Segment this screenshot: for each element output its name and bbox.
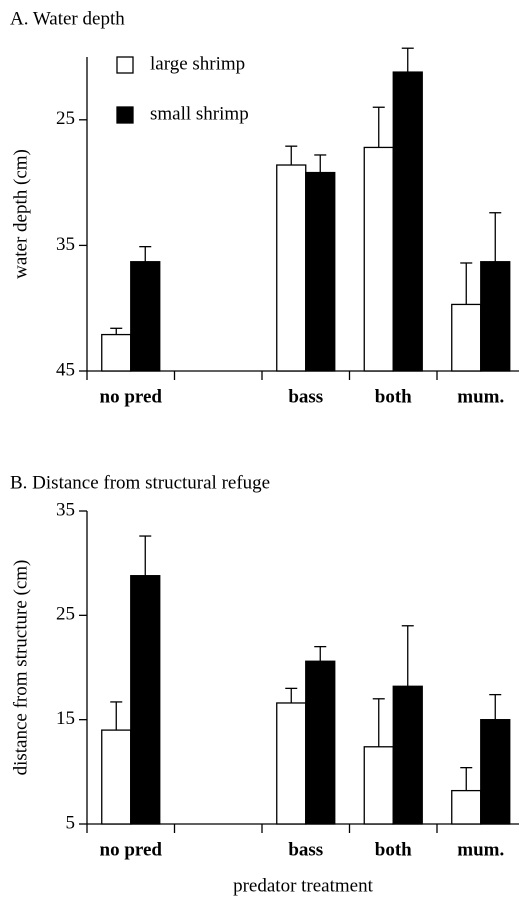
legend-label: large shrimp [150, 53, 245, 74]
y-axis-label: water depth (cm) [10, 149, 31, 279]
bar [276, 164, 307, 372]
panel-title: A. Water depth [10, 8, 125, 29]
bar [392, 71, 423, 372]
bar [101, 333, 132, 372]
bar [480, 261, 511, 372]
bar [305, 171, 336, 372]
x-tick-label: mum. [457, 386, 504, 407]
y-tick-label: 35 [56, 234, 75, 255]
x-tick-label: both [375, 839, 412, 860]
bar [276, 702, 307, 825]
y-tick-label: 15 [56, 708, 75, 729]
y-tick-label: 25 [56, 108, 75, 129]
x-tick-label: bass [288, 839, 323, 860]
x-tick-label: bass [288, 386, 323, 407]
bar [392, 685, 423, 825]
bar [130, 575, 161, 825]
bar [305, 660, 336, 825]
bar [363, 746, 394, 825]
bar [101, 729, 132, 825]
x-tick-label: no pred [100, 386, 163, 407]
bar [130, 261, 161, 372]
y-tick-label: 5 [66, 812, 76, 833]
x-tick-label: mum. [457, 839, 504, 860]
bar [451, 303, 482, 372]
y-axis-label: distance from structure (cm) [10, 560, 31, 776]
x-tick-label: both [375, 386, 412, 407]
x-axis-label: predator treatment [233, 875, 374, 896]
x-tick-label: no pred [100, 839, 163, 860]
panel-title: B. Distance from structural refuge [10, 472, 270, 493]
bar [480, 719, 511, 825]
legend-label: small shrimp [150, 103, 249, 124]
bar [451, 789, 482, 825]
y-tick-label: 25 [56, 604, 75, 625]
y-tick-label: 35 [56, 499, 75, 520]
legend-swatch [116, 106, 134, 124]
y-tick-label: 45 [56, 359, 75, 380]
legend-swatch [116, 56, 134, 74]
bar [363, 146, 394, 372]
